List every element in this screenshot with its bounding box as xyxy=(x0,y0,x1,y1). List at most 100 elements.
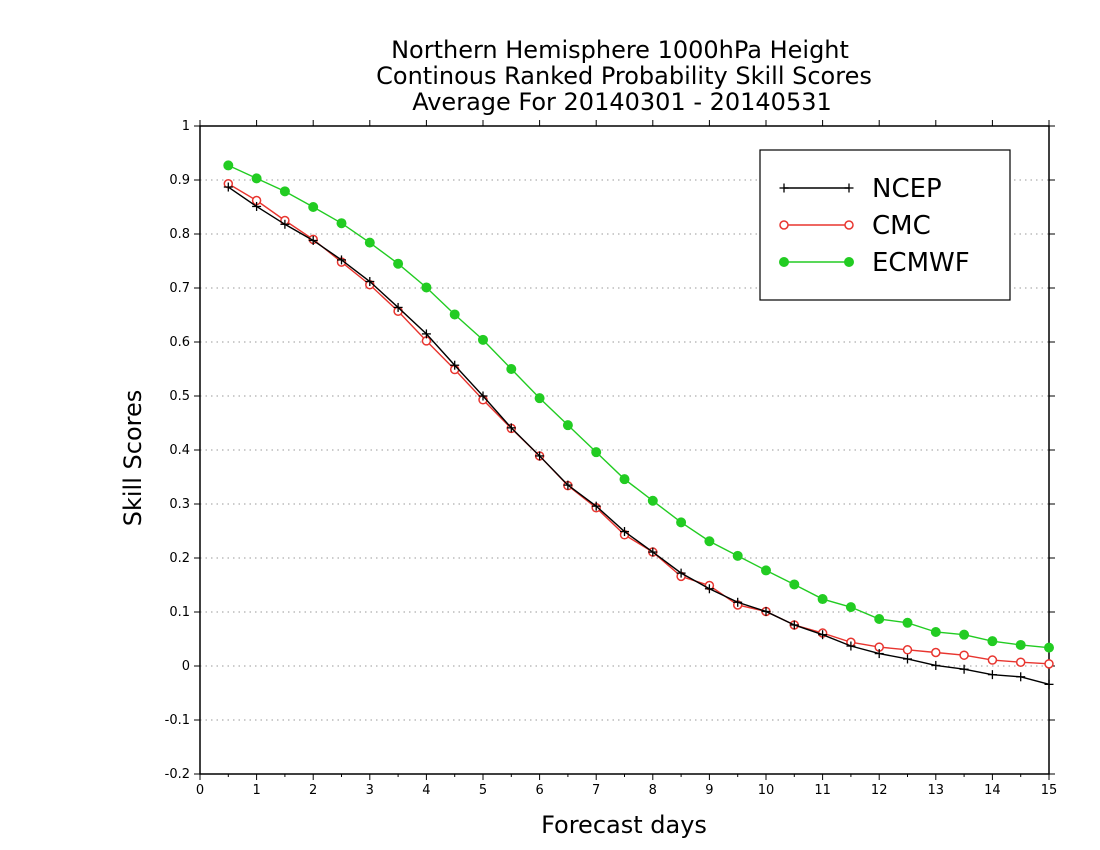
data-point-ecmwf xyxy=(364,237,375,248)
data-point-ncep xyxy=(846,641,856,651)
data-point-ecmwf xyxy=(1015,639,1026,650)
chart-title-line-3: Average For 20140301 - 20140531 xyxy=(412,88,832,116)
y-tick-label: -0.1 xyxy=(165,713,190,728)
data-point-ncep xyxy=(563,480,573,490)
data-point-ncep xyxy=(365,277,375,287)
x-tick-label: 10 xyxy=(758,783,775,798)
data-point-cmc xyxy=(902,645,913,655)
data-point-ncep xyxy=(874,649,884,659)
data-point-ecmwf xyxy=(761,565,771,576)
data-point-ecmwf xyxy=(987,636,998,647)
data-point-ncep xyxy=(591,501,601,511)
data-point-ecmwf xyxy=(732,550,743,561)
data-point-ncep xyxy=(733,597,743,607)
y-tick-label: 0.6 xyxy=(169,335,190,350)
data-point-ncep xyxy=(337,255,346,265)
y-tick-label: 0.7 xyxy=(169,281,190,296)
data-point-ecmwf xyxy=(704,536,715,547)
x-tick-label: 7 xyxy=(592,783,600,798)
legend-marker xyxy=(844,183,854,193)
legend-marker xyxy=(779,257,789,267)
series-ecmwf xyxy=(223,160,1054,653)
data-point-ecmwf xyxy=(449,309,460,320)
legend-marker xyxy=(779,220,789,230)
data-point-ncep xyxy=(704,584,714,594)
data-point-ncep xyxy=(818,630,828,640)
x-axis-ticks: 0 1 2 3 4 5 6 7 8 9 10 11 12 13 14 15 xyxy=(196,120,1057,798)
chart-title-line-2: Continous Ranked Probability Skill Score… xyxy=(376,62,872,90)
data-point-ncep xyxy=(252,201,262,211)
legend-item-cmc: CMC xyxy=(779,211,931,241)
legend-item-ncep: NCEP xyxy=(779,174,942,204)
legend-marker xyxy=(779,183,789,193)
legend-items: NCEP CMC ECMWF xyxy=(779,174,970,278)
x-tick-label: 14 xyxy=(984,783,1001,798)
chart-title-line-1: Northern Hemisphere 1000hPa Height xyxy=(391,36,849,64)
y-tick-label: 0.1 xyxy=(169,605,190,620)
x-tick-label: 11 xyxy=(814,783,831,798)
x-axis-title: Forecast days xyxy=(541,811,707,839)
data-point-ncep xyxy=(280,219,290,229)
data-point-ecmwf xyxy=(1044,642,1054,653)
data-point-ecmwf xyxy=(478,334,488,345)
data-point-ncep xyxy=(959,664,969,674)
x-tick-label: 2 xyxy=(309,783,317,798)
data-point-ecmwf xyxy=(223,160,234,171)
data-point-ecmwf xyxy=(647,495,658,506)
y-tick-label: 0.5 xyxy=(169,389,190,404)
data-point-ecmwf xyxy=(279,186,290,197)
data-point-ncep xyxy=(535,451,545,461)
data-point-ecmwf xyxy=(676,517,687,528)
data-point-cmc xyxy=(1044,659,1054,669)
legend-item-ecmwf: ECMWF xyxy=(779,248,970,278)
data-point-ncep xyxy=(1016,672,1026,682)
data-point-ecmwf xyxy=(562,420,573,431)
legend-label-ncep: NCEP xyxy=(872,174,942,204)
data-point-ncep xyxy=(223,182,233,192)
y-tick-label: 0.3 xyxy=(169,497,190,512)
series-ncep xyxy=(223,182,1054,689)
data-point-ncep xyxy=(308,235,318,245)
data-point-ncep xyxy=(931,660,941,670)
x-tick-label: 9 xyxy=(705,783,713,798)
data-point-cmc xyxy=(1015,657,1026,667)
chart-title: Northern Hemisphere 1000hPa Height Conti… xyxy=(376,36,872,116)
data-point-ecmwf xyxy=(534,393,545,404)
data-point-ncep xyxy=(620,527,629,537)
x-tick-label: 13 xyxy=(928,783,945,798)
x-tick-label: 5 xyxy=(479,783,487,798)
y-axis-ticks: -0.2 -0.1 0 0.1 0.2 0.3 0.4 0.5 0.6 0.7 0.8 0.9 1 xyxy=(165,119,1055,782)
x-tick-label: 1 xyxy=(252,783,260,798)
y-axis-title: Skill Scores xyxy=(119,390,147,527)
data-point-ecmwf xyxy=(251,173,262,184)
series-group xyxy=(223,160,1054,689)
y-tick-label: 0.9 xyxy=(169,173,190,188)
data-point-ecmwf xyxy=(874,614,885,625)
data-point-ncep xyxy=(478,391,488,401)
legend-marker xyxy=(844,257,854,267)
data-point-ecmwf xyxy=(959,629,970,640)
data-point-ncep xyxy=(393,302,403,312)
legend-marker xyxy=(844,220,854,230)
data-point-ecmwf xyxy=(393,258,404,269)
x-tick-label: 8 xyxy=(649,783,657,798)
data-point-ecmwf xyxy=(902,617,913,628)
data-point-ncep xyxy=(648,547,658,557)
data-point-ncep xyxy=(421,329,431,339)
x-tick-label: 6 xyxy=(535,783,543,798)
y-tick-label: 0 xyxy=(182,659,190,674)
data-point-ecmwf xyxy=(817,594,828,605)
data-point-ncep xyxy=(903,654,912,664)
data-point-cmc xyxy=(987,655,998,665)
x-tick-label: 3 xyxy=(366,783,374,798)
data-point-ncep xyxy=(987,670,997,680)
y-tick-label: 0.2 xyxy=(169,551,190,566)
y-tick-label: 0.8 xyxy=(169,227,190,242)
data-point-cmc xyxy=(931,647,941,658)
data-point-ncep xyxy=(1044,679,1054,689)
y-tick-label: 0.4 xyxy=(169,443,190,458)
data-point-ecmwf xyxy=(506,364,517,374)
data-point-ecmwf xyxy=(845,602,856,613)
x-tick-label: 15 xyxy=(1041,783,1058,798)
